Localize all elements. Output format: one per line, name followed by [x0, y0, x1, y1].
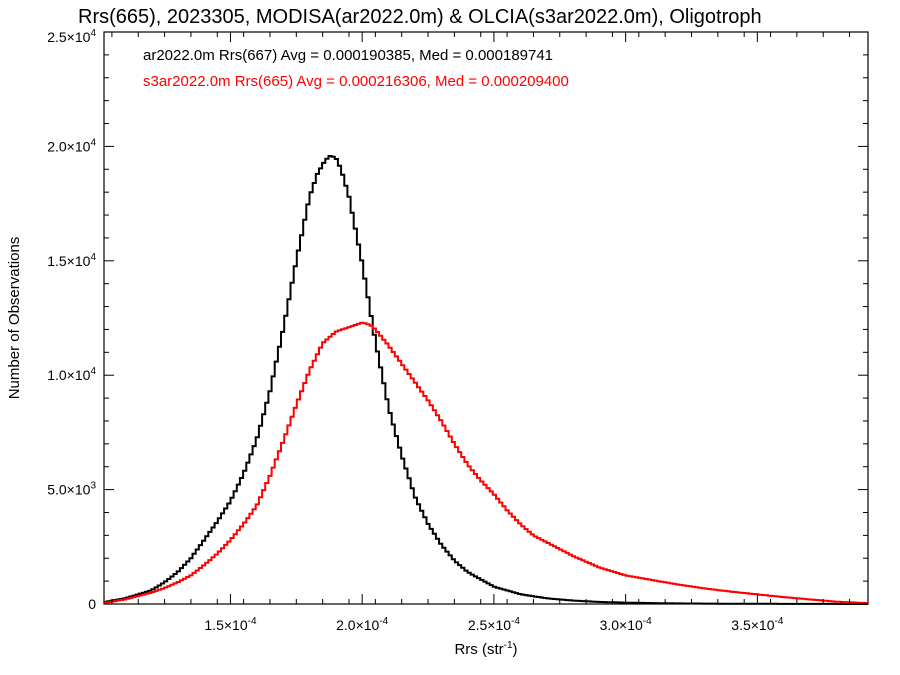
y-axis: 0 5.0×103 1.0×104 1.5×104 2.0×104 2.5×104 [47, 28, 868, 612]
y-tick-label: 0 [88, 596, 96, 612]
x-tick-label: 3.5×10-4 [731, 616, 784, 633]
y-tick-label: 2.0×104 [47, 137, 96, 154]
x-tick-label: 2.5×10-4 [468, 616, 521, 633]
series-line-2 [104, 321, 868, 605]
y-tick-label: 5.0×103 [47, 481, 96, 498]
y-tick-label: 1.0×104 [47, 366, 96, 383]
series-line-1 [104, 155, 868, 605]
plot-frame [103, 31, 869, 605]
y-axis-label: Number of Observations [6, 237, 23, 400]
legend-entry-2: s3ar2022.0m Rrs(665) Avg = 0.000216306, … [143, 73, 569, 90]
y-tick-label: 2.5×104 [47, 28, 96, 45]
y-tick-label: 1.5×104 [47, 252, 96, 269]
legend-entry-1: ar2022.0m Rrs(667) Avg = 0.000190385, Me… [143, 47, 553, 64]
x-tick-label: 1.5×10-4 [204, 616, 257, 633]
plot-area [103, 31, 869, 605]
x-tick-label: 2.0×10-4 [336, 616, 389, 633]
series-layer [104, 155, 868, 605]
x-tick-label: 3.0×10-4 [600, 616, 653, 633]
x-axis-label: Rrs (str-1) [454, 640, 517, 658]
x-axis: 1.5×10-4 2.0×10-4 2.5×10-4 3.0×10-4 3.5×10-4 [111, 32, 851, 633]
chart-title: Rrs(665), 2023305, MODISA(ar2022.0m) & O… [78, 6, 762, 28]
legend: ar2022.0m Rrs(667) Avg = 0.000190385, Me… [143, 47, 569, 90]
